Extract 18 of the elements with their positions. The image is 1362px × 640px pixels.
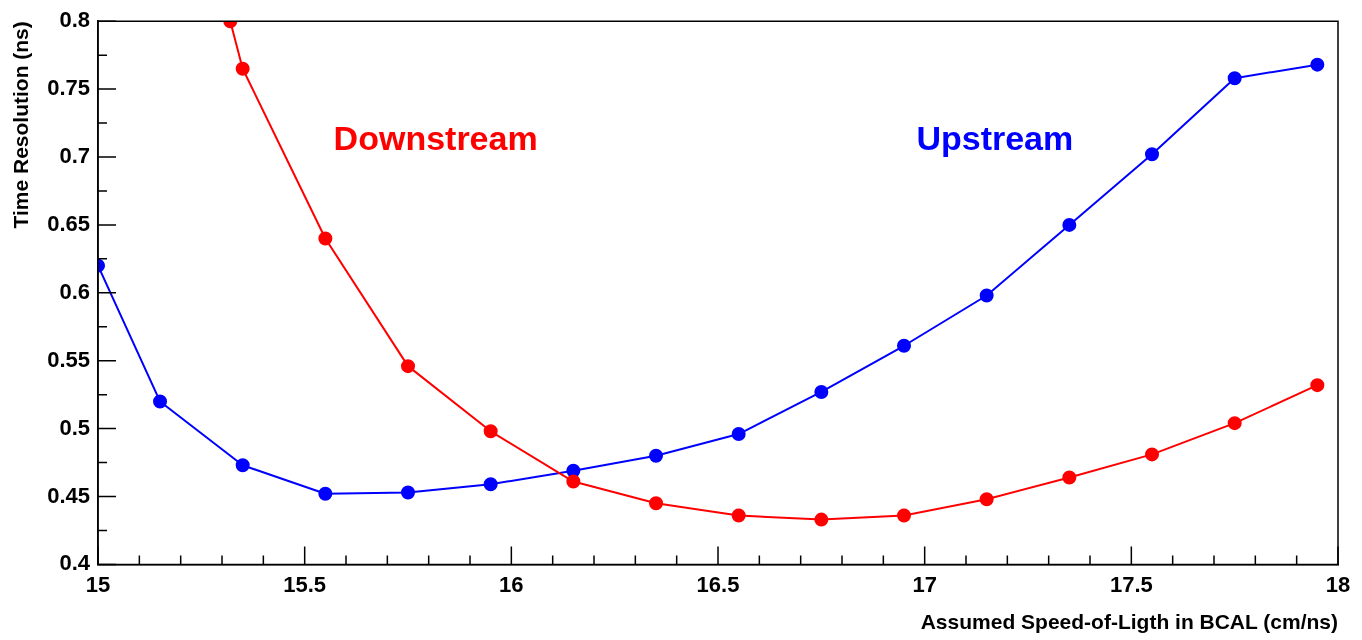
y-tick-label: 0.45 (47, 482, 91, 508)
y-axis-title: Time Resolution (ns) (9, 21, 33, 229)
x-tick-label: 17 (912, 571, 937, 597)
y-tick-label: 0.5 (59, 414, 91, 440)
x-tick-label: 17.5 (1109, 571, 1153, 597)
y-tick-label: 0.6 (59, 278, 91, 304)
y-tick-label: 0.8 (59, 7, 91, 33)
x-axis-title: Assumed Speed-of-Ligth in BCAL (cm/ns) (920, 610, 1338, 634)
y-tick-label: 0.65 (47, 210, 91, 236)
series-label: Upstream (916, 119, 1074, 158)
y-tick-label: 0.7 (59, 143, 91, 169)
x-tick-label: 16.5 (696, 571, 740, 597)
x-tick-label: 18 (1325, 571, 1351, 597)
x-tick-label: 15.5 (283, 571, 327, 597)
series-label: Downstream (333, 119, 538, 158)
y-tick-label: 0.55 (47, 346, 91, 372)
y-tick-label: 0.75 (47, 75, 91, 101)
x-tick-label: 16 (499, 571, 524, 597)
